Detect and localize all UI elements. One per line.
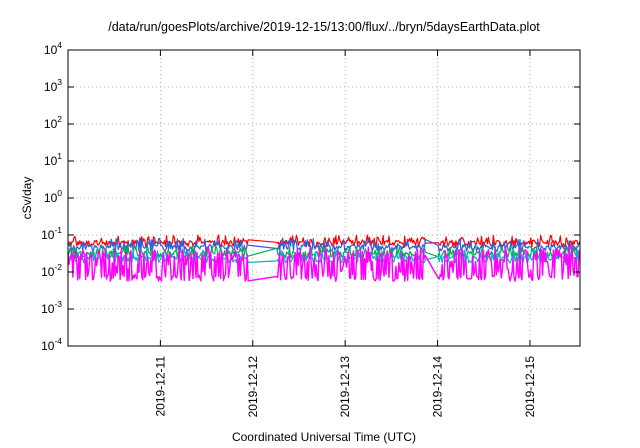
y-tick-label: 104 — [44, 40, 62, 57]
grid — [68, 50, 580, 346]
y-tick-label: 101 — [44, 151, 62, 168]
chart-title: /data/run/goesPlots/archive/2019-12-15/1… — [108, 20, 540, 34]
x-axis: 2019-12-11 2019-12-12 2019-12-13 2019-12-14… — [153, 50, 537, 417]
x-tick-label: 2019-12-13 — [338, 356, 352, 418]
y-axis-label: cSv/day — [20, 177, 34, 220]
y-tick-label: 103 — [44, 77, 62, 94]
y-tick-label: 10-4 — [41, 336, 62, 353]
y-tick-label: 10-2 — [41, 262, 62, 279]
x-tick-label: 2019-12-15 — [523, 356, 537, 418]
y-tick-label: 100 — [44, 188, 62, 205]
series-layer — [67, 234, 581, 282]
y-tick-label: 10-3 — [41, 299, 62, 316]
y-tick-label: 10-1 — [41, 225, 62, 242]
series-line — [67, 245, 581, 282]
series-line — [67, 234, 581, 248]
y-axis: 10-4 10-3 10-2 10-1 100 101 102 103 104 — [41, 40, 580, 353]
x-tick-label: 2019-12-14 — [431, 356, 445, 418]
x-tick-label: 2019-12-11 — [153, 356, 167, 417]
y-tick-label: 102 — [44, 114, 62, 131]
x-axis-label: Coordinated Universal Time (UTC) — [232, 430, 416, 444]
x-tick-label: 2019-12-12 — [246, 356, 260, 418]
